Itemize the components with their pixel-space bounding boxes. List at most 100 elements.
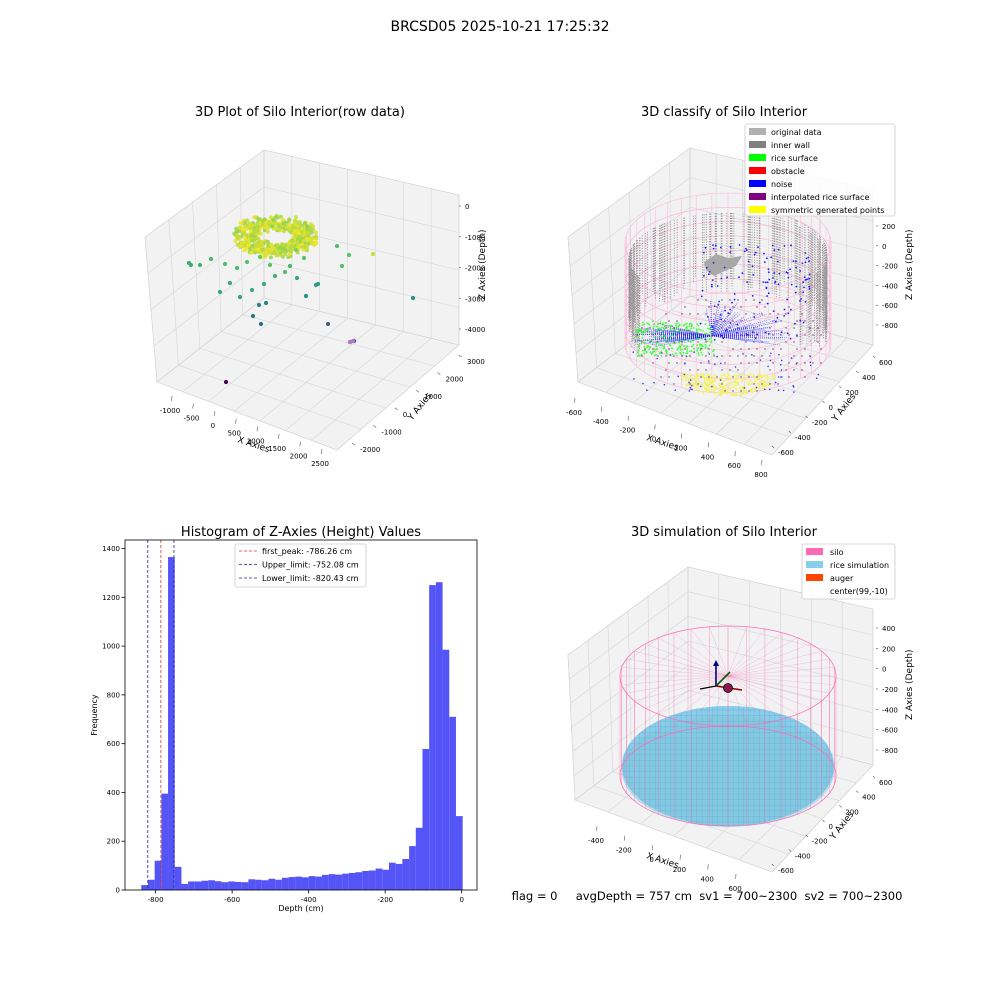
rice-surface-point [662, 322, 664, 325]
symmetric-point [763, 379, 766, 381]
interpolated-point [740, 390, 742, 392]
x-tick-label: -200 [616, 847, 632, 855]
interpolated-point [745, 341, 747, 343]
rice-surface-point [690, 327, 693, 330]
noise-point [806, 278, 808, 281]
symmetric-point [702, 391, 705, 394]
symmetric-point [732, 381, 735, 384]
rice-surface-point [657, 323, 659, 326]
rice-surface-point [635, 331, 638, 334]
rice-surface-point [665, 322, 667, 324]
interpolated-point [657, 355, 659, 357]
symmetric-point [705, 390, 708, 393]
silo-spoke [727, 658, 830, 677]
legend-swatch [806, 548, 823, 555]
silo-spoke [727, 626, 747, 677]
rice-surface-point [673, 342, 676, 345]
symmetric-point [756, 378, 759, 381]
rice-surface-point [693, 327, 695, 329]
grid-line [567, 566, 689, 656]
symmetric-point [734, 394, 736, 397]
symmetric-point [698, 389, 700, 391]
symmetric-point [727, 373, 730, 376]
data-point [264, 247, 269, 252]
rice-surface-point [700, 345, 703, 347]
noise-point [712, 247, 715, 250]
data-point [245, 218, 250, 223]
symmetric-point [713, 392, 716, 394]
noise-point [711, 308, 723, 337]
symmetric-point [740, 380, 743, 383]
grid-line [687, 591, 874, 636]
symmetric-point [698, 385, 700, 388]
data-point [277, 228, 282, 233]
silo-spoke [634, 650, 729, 677]
histogram-bar [141, 885, 148, 890]
simulation-3d-z-ticks: 400 200 0 -200 -400 -600 -800 [876, 625, 898, 755]
data-point [256, 247, 260, 252]
noise-point [795, 260, 797, 263]
z-tick-label: -200 [882, 686, 898, 694]
data-point [222, 261, 228, 267]
rice-surface-point [669, 343, 671, 346]
data-point [306, 230, 311, 235]
y-tick-mark [437, 372, 441, 375]
data-point [244, 259, 250, 265]
rice-surface-point [709, 341, 712, 344]
histogram-bar [161, 793, 169, 890]
noise-point [681, 335, 713, 344]
y-tick-label: 3000 [467, 358, 485, 366]
data-point [238, 243, 243, 248]
noise-point [777, 283, 780, 286]
rice-surface-point [639, 330, 642, 332]
symmetric-point [695, 376, 697, 379]
interpolated-point [820, 362, 822, 364]
rice-surface-point [635, 330, 638, 332]
symmetric-point [749, 373, 752, 375]
rice-surface-point [655, 354, 658, 356]
data-point [290, 244, 294, 249]
symmetric-point [722, 377, 724, 380]
silo-spoke [645, 675, 729, 709]
data-point [325, 321, 331, 327]
data-point [313, 241, 318, 246]
interpolated-point [804, 348, 806, 350]
rice-surface-point [636, 351, 639, 354]
interpolated-point [668, 376, 670, 378]
noise-point [783, 245, 786, 247]
interpolated-point [668, 320, 670, 322]
data-point [253, 242, 258, 247]
data-point [252, 229, 256, 234]
interpolated-point [729, 369, 731, 371]
rice-surface-point [679, 351, 681, 354]
noise-point [711, 279, 714, 281]
symmetric-point [762, 387, 765, 390]
symmetric-point [702, 374, 705, 377]
noise-point [720, 277, 723, 280]
noise-point [711, 312, 730, 337]
z-tick-label: -800 [882, 322, 898, 330]
rice-surface-point [713, 353, 715, 355]
legend-label: original data [771, 128, 822, 137]
symmetric-point [718, 389, 721, 392]
x-tick-mark [321, 448, 323, 454]
legend-label: obstacle [771, 167, 805, 176]
rice-surface-point [692, 343, 695, 346]
noise-point [751, 331, 754, 334]
noise-point [711, 316, 715, 337]
interpolated-point [769, 369, 771, 371]
rice-surface-point [685, 325, 688, 328]
noise-point [689, 386, 692, 389]
noise-point [654, 335, 713, 339]
symmetric-point [707, 378, 710, 380]
classify-3d-y-ticks: -600-400-2000 200 400 600 [771, 355, 892, 457]
data-point [313, 230, 318, 235]
rice-surface-point [656, 325, 658, 328]
interpolated-point [721, 341, 723, 343]
noise-point [691, 388, 693, 391]
noise-point [794, 322, 796, 325]
simulation-3d-x-ticks: -400 -200 0 200 400 600 [588, 825, 742, 893]
symmetric-point [714, 380, 717, 383]
data-point [241, 240, 246, 245]
rice-surface-point [666, 352, 668, 355]
